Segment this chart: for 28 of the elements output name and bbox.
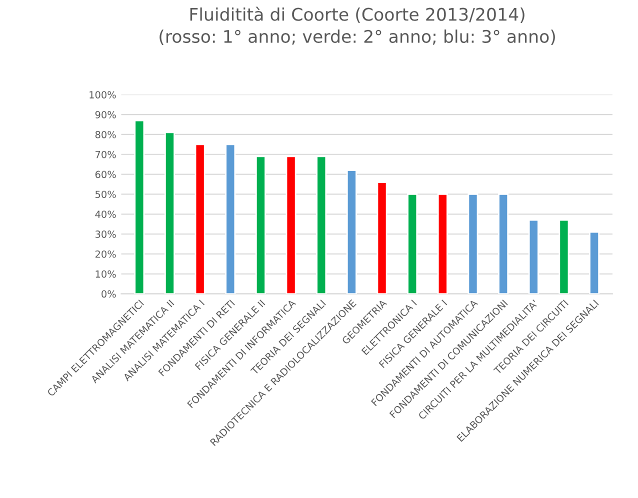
chart-title: Fluiditità di Coorte (Coorte 2013/2014) (rosso: 1° anno; verde: 2° anno; blu: 3° anno) <box>160 6 555 46</box>
bar <box>437 194 448 294</box>
y-tick-label: 80% <box>95 130 116 138</box>
bar <box>558 219 570 294</box>
y-tick-label: 40% <box>95 210 116 218</box>
bar <box>225 144 236 294</box>
y-tick-label: 30% <box>95 230 116 238</box>
bar <box>498 194 509 294</box>
y-tick-label: 100% <box>90 91 116 98</box>
y-tick-label: 70% <box>96 150 116 158</box>
bar <box>194 144 206 294</box>
y-tick-label: 60% <box>95 170 116 178</box>
bar <box>316 156 327 294</box>
bar <box>164 132 175 294</box>
bar <box>376 182 388 294</box>
bar <box>286 156 296 294</box>
bar <box>346 170 357 294</box>
bar <box>468 194 478 294</box>
bar <box>255 156 266 294</box>
bar <box>407 194 418 294</box>
y-tick-label: 0% <box>102 290 116 298</box>
bar <box>528 219 539 294</box>
y-tick-label: 90% <box>95 111 116 118</box>
bar <box>589 231 600 294</box>
y-tick-label: 20% <box>95 250 116 258</box>
bar <box>134 120 145 294</box>
y-tick-label: 50% <box>96 190 116 198</box>
y-tick-label: 10% <box>96 270 116 278</box>
